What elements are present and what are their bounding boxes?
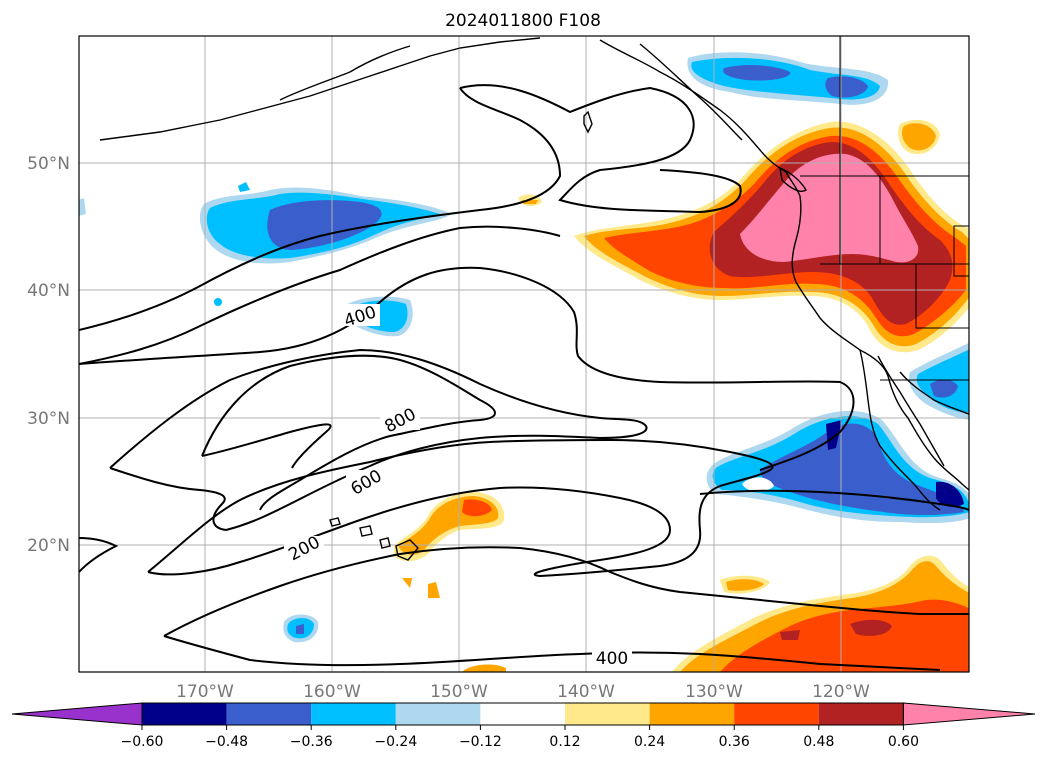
political-borders — [800, 36, 969, 381]
blue-patch-west-pacific — [79, 182, 452, 264]
colorbar-tick-label: 0.24 — [634, 734, 665, 750]
lon-label-120w: 120°W — [812, 682, 870, 702]
colorbar-tick-label: 0.60 — [888, 734, 919, 750]
warm-patch-southeast — [462, 555, 969, 672]
blue-patch-south-hawaii — [283, 614, 319, 643]
colorbar-tick-label: −0.36 — [290, 734, 333, 750]
map-frame — [78, 35, 970, 673]
colorbar-segment — [311, 703, 396, 725]
colorbar-tick-labels: −0.60 −0.48 −0.36 −0.24 −0.12 0.12 0.24 0.36 0.4… — [121, 725, 919, 750]
colorbar-tick-label: −0.24 — [374, 734, 417, 750]
lon-label-150w: 150°W — [430, 682, 488, 702]
colorbar-tick-label: −0.48 — [205, 734, 248, 750]
lon-label-170w: 170°W — [176, 682, 234, 702]
colorbar-extend-min — [11, 702, 143, 726]
height-contours — [79, 84, 969, 671]
colorbar-tick-label: 0.48 — [803, 734, 834, 750]
colorbar — [11, 702, 1036, 726]
graticule-gridlines — [79, 36, 969, 672]
lat-label-50n: 50°N — [27, 154, 70, 174]
lon-label-140w: 140°W — [557, 682, 615, 702]
blue-patch-subtropical-east — [706, 342, 969, 524]
colorbar-tick-label: −0.60 — [121, 734, 164, 750]
colorbar-tick-label: 0.36 — [719, 734, 750, 750]
colorbar-segment — [649, 703, 735, 725]
map-plot-area: 400 800 600 200 400 — [79, 36, 969, 672]
colorbar-segment — [480, 703, 565, 725]
colorbar-segment — [395, 703, 481, 725]
lat-label-20n: 20°N — [27, 536, 70, 556]
colorbar-extend-max — [902, 702, 1036, 726]
colorbar-segment — [226, 703, 312, 725]
shaded-anomaly-fields — [79, 52, 969, 672]
map-title: 2024011800 F108 — [445, 11, 601, 31]
colorbar-segment — [142, 703, 227, 725]
colorbar-segment — [818, 703, 904, 725]
warm-patch-pacific-northwest — [518, 119, 969, 353]
latitude-labels: 50°N 40°N 30°N 20°N — [27, 154, 70, 556]
colorbar-frame — [141, 702, 904, 726]
colorbar-segment — [734, 703, 819, 725]
lon-label-130w: 130°W — [685, 682, 743, 702]
contour-labels: 400 800 600 200 400 — [284, 302, 632, 669]
colorbar-tick-label: −0.12 — [459, 734, 502, 750]
lon-label-160w: 160°W — [303, 682, 361, 702]
contour-label-400-south: 400 — [596, 649, 628, 669]
lat-label-30n: 30°N — [27, 409, 70, 429]
colorbar-segment — [565, 703, 650, 725]
blue-patch-gulf-alaska — [687, 52, 889, 105]
longitude-labels: 170°W 160°W 150°W 140°W 130°W 120°W — [176, 682, 870, 702]
colorbar-tick-label: 0.12 — [549, 734, 580, 750]
coastlines — [99, 37, 969, 561]
warm-patch-hawaii — [394, 492, 505, 598]
lat-label-40n: 40°N — [27, 281, 70, 301]
